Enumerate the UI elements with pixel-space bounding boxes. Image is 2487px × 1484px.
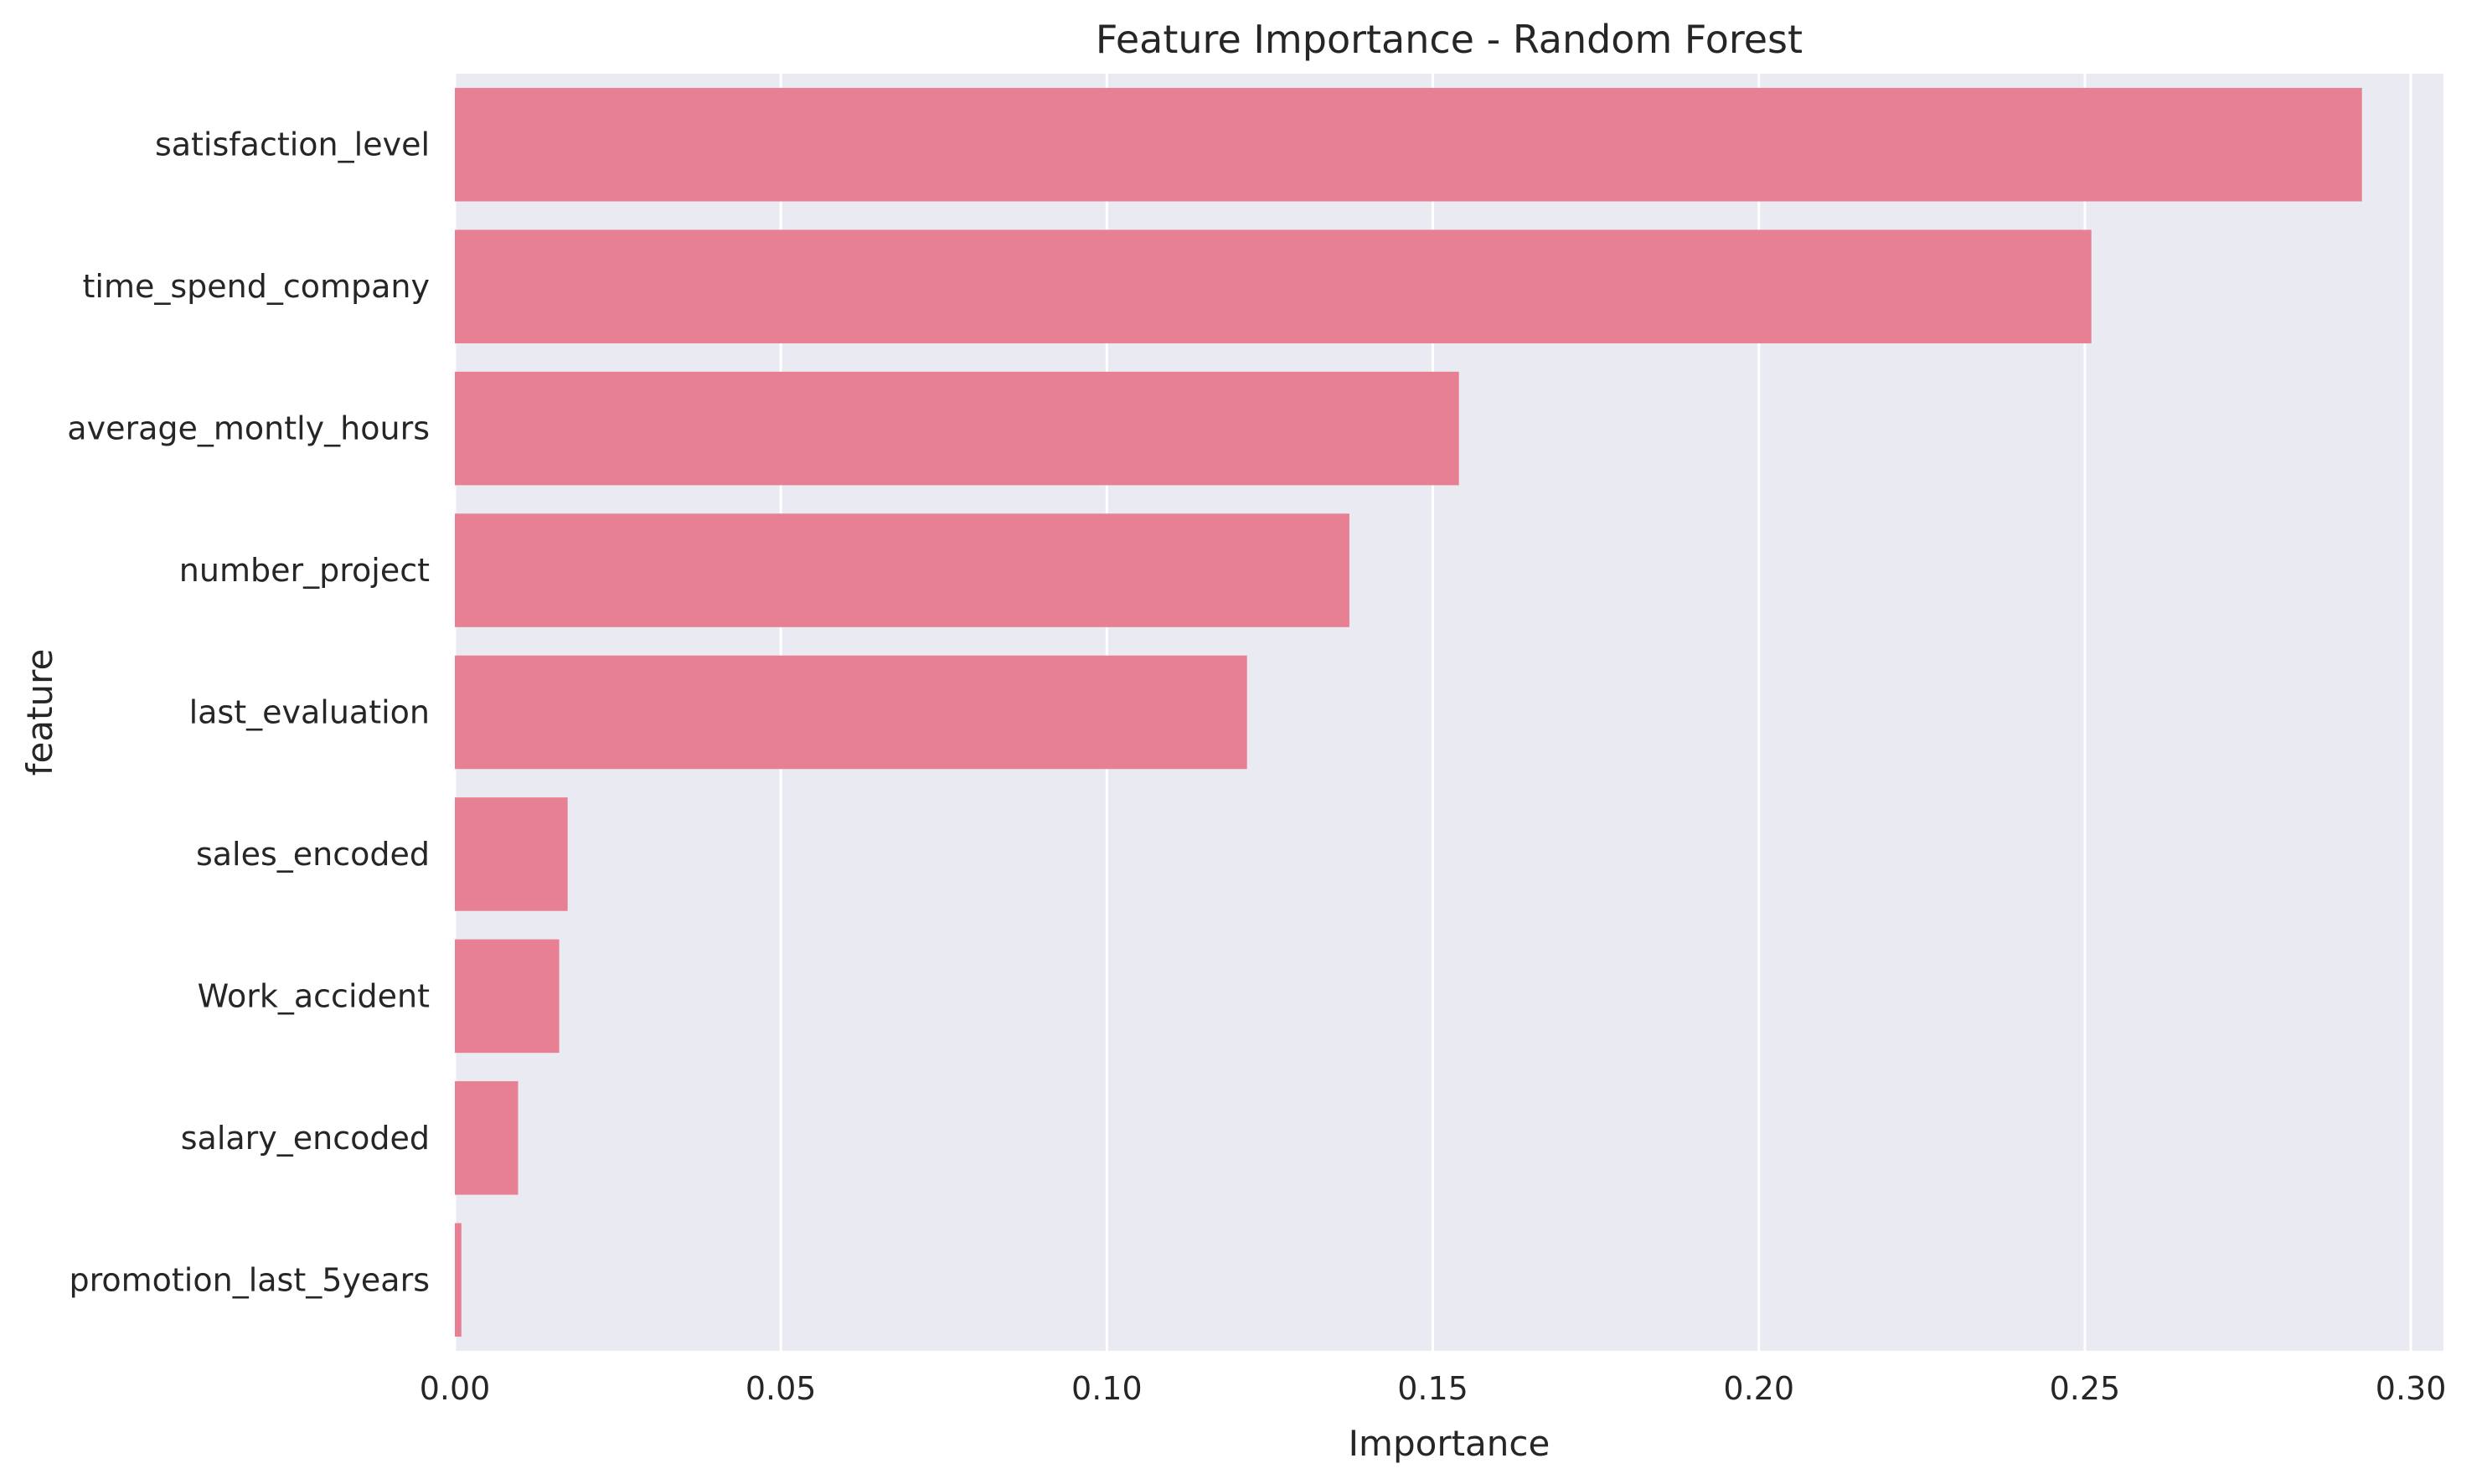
bar-promotion-last-5years (455, 1223, 462, 1337)
chart-title: Feature Importance - Random Forest (1096, 17, 1803, 62)
x-tick-label: 0.00 (420, 1370, 491, 1407)
y-tick-label: Work_accident (198, 977, 430, 1014)
x-axis-label: Importance (1349, 1423, 1551, 1464)
y-tick-label: satisfaction_level (155, 126, 430, 163)
y-tick-label: last_evaluation (189, 694, 430, 731)
bar-work-accident (455, 939, 560, 1054)
bars (455, 87, 2362, 1337)
y-tick-label: time_spend_company (83, 268, 431, 305)
bar-time-spend-company (455, 229, 2092, 343)
x-tick-label: 0.30 (2376, 1370, 2447, 1407)
bar-average-montly-hours (455, 371, 1459, 486)
bar-number-project (455, 513, 1349, 627)
x-tick-label: 0.20 (1723, 1370, 1794, 1407)
y-tick-label: sales_encoded (196, 836, 430, 873)
y-tick-label: number_project (179, 552, 430, 589)
y-tick-label: promotion_last_5years (69, 1261, 430, 1298)
bar-salary-encoded (455, 1081, 519, 1195)
bar-satisfaction-level (455, 87, 2362, 202)
bar-last-evaluation (455, 655, 1247, 770)
y-tick-label: salary_encoded (181, 1120, 430, 1157)
x-tick-label: 0.25 (2050, 1370, 2121, 1407)
x-tick-label: 0.10 (1071, 1370, 1143, 1407)
y-axis-ticks: satisfaction_level time_spend_companyaver… (67, 126, 430, 1299)
x-tick-label: 0.05 (746, 1370, 817, 1407)
y-axis-label: feature (19, 649, 60, 776)
bar-sales-encoded (455, 797, 568, 911)
y-tick-label: average_montly_hours (67, 410, 430, 447)
x-tick-label: 0.15 (1397, 1370, 1468, 1407)
x-axis-ticks: 0.00 0.05 0.10 0.15 0.20 0.25 0.30 (420, 1370, 2447, 1407)
